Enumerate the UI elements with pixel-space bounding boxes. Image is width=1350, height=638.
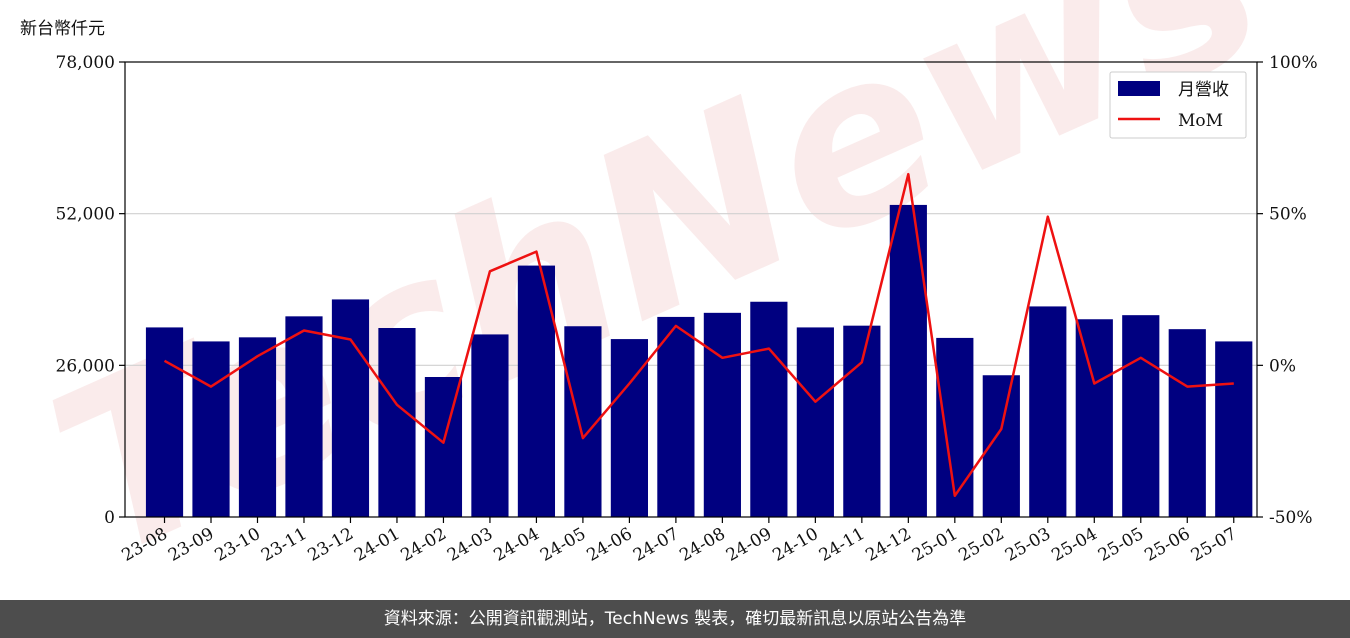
mom-line	[163, 172, 1234, 498]
x-tick-label-25-01: 25-01	[909, 524, 961, 566]
right-tick-label-3: 100%	[1269, 53, 1318, 73]
right-tick-label-0: -50%	[1269, 508, 1313, 528]
left-tick-label-0: 0	[104, 508, 115, 528]
bar-24-11	[843, 325, 881, 517]
x-tick-label-25-05: 25-05	[1095, 524, 1147, 566]
bar-23-09	[192, 341, 230, 517]
mom-series	[163, 172, 1234, 498]
bar-24-01	[378, 328, 416, 517]
bar-24-07	[657, 316, 695, 517]
legend-bar-label: 月營收	[1178, 80, 1229, 100]
bar-series	[145, 204, 1253, 517]
legend-line-label: MoM	[1178, 111, 1223, 131]
chart-svg: TechNews 026,00052,00078,000-50%0%50%100…	[19, 0, 1318, 600]
x-tick-label-24-07: 24-07	[630, 524, 682, 566]
legend: 月營收 MoM	[1109, 71, 1247, 139]
bar-24-04	[517, 265, 556, 517]
bar-24-10	[796, 327, 834, 517]
x-tick-label-24-10: 24-10	[769, 524, 821, 566]
source-footer: 資料來源：公開資訊觀測站，TechNews 製表，確切最新訊息以原站公告為準	[0, 600, 1350, 638]
bar-25-05	[1122, 315, 1160, 517]
bar-25-04	[1075, 319, 1113, 517]
bar-24-09	[750, 301, 788, 517]
bar-24-12	[889, 204, 927, 517]
left-tick-label-1: 26,000	[56, 356, 115, 376]
x-tick-label-24-01: 24-01	[351, 524, 403, 566]
x-tick-label-24-06: 24-06	[583, 524, 635, 566]
x-tick-label-25-02: 25-02	[955, 524, 1007, 566]
bar-23-11	[285, 316, 323, 517]
x-tick-label-24-03: 24-03	[444, 524, 496, 566]
left-tick-label-2: 52,000	[56, 205, 115, 225]
x-tick-label-24-09: 24-09	[723, 524, 775, 566]
x-tick-label-25-03: 25-03	[1002, 524, 1054, 566]
bar-25-07	[1215, 341, 1253, 517]
x-tick-label-25-04: 25-04	[1048, 524, 1100, 566]
bar-24-03	[471, 334, 509, 517]
x-tick-label-25-06: 25-06	[1141, 524, 1193, 566]
x-tick-label-24-02: 24-02	[397, 524, 449, 566]
x-tick-label-25-07: 25-07	[1188, 524, 1240, 566]
x-tick-label-24-05: 24-05	[537, 524, 589, 566]
right-tick-label-2: 50%	[1269, 205, 1307, 225]
bar-25-01	[936, 337, 974, 517]
bar-23-10	[238, 337, 277, 517]
right-tick-label-1: 0%	[1269, 356, 1296, 376]
source-text: 資料來源：公開資訊觀測站，TechNews 製表，確切最新訊息以原站公告為準	[383, 609, 967, 629]
bar-25-06	[1168, 329, 1206, 517]
x-tick-label-24-11: 24-11	[816, 524, 868, 566]
y-axis-unit-label: 新台幣仟元	[20, 19, 105, 39]
bar-23-12	[331, 299, 370, 517]
bar-23-08	[145, 327, 184, 517]
bar-24-08	[703, 312, 741, 517]
plot-frame	[124, 61, 1258, 518]
x-tick-label-24-08: 24-08	[676, 524, 728, 566]
x-tick-label-23-12: 23-12	[305, 524, 357, 566]
bar-25-03	[1029, 306, 1067, 517]
x-tick-label-24-12: 24-12	[862, 524, 914, 566]
left-tick-label-3: 78,000	[56, 53, 115, 73]
x-tick-label-24-04: 24-04	[490, 524, 542, 566]
legend-bar-swatch	[1118, 81, 1160, 96]
